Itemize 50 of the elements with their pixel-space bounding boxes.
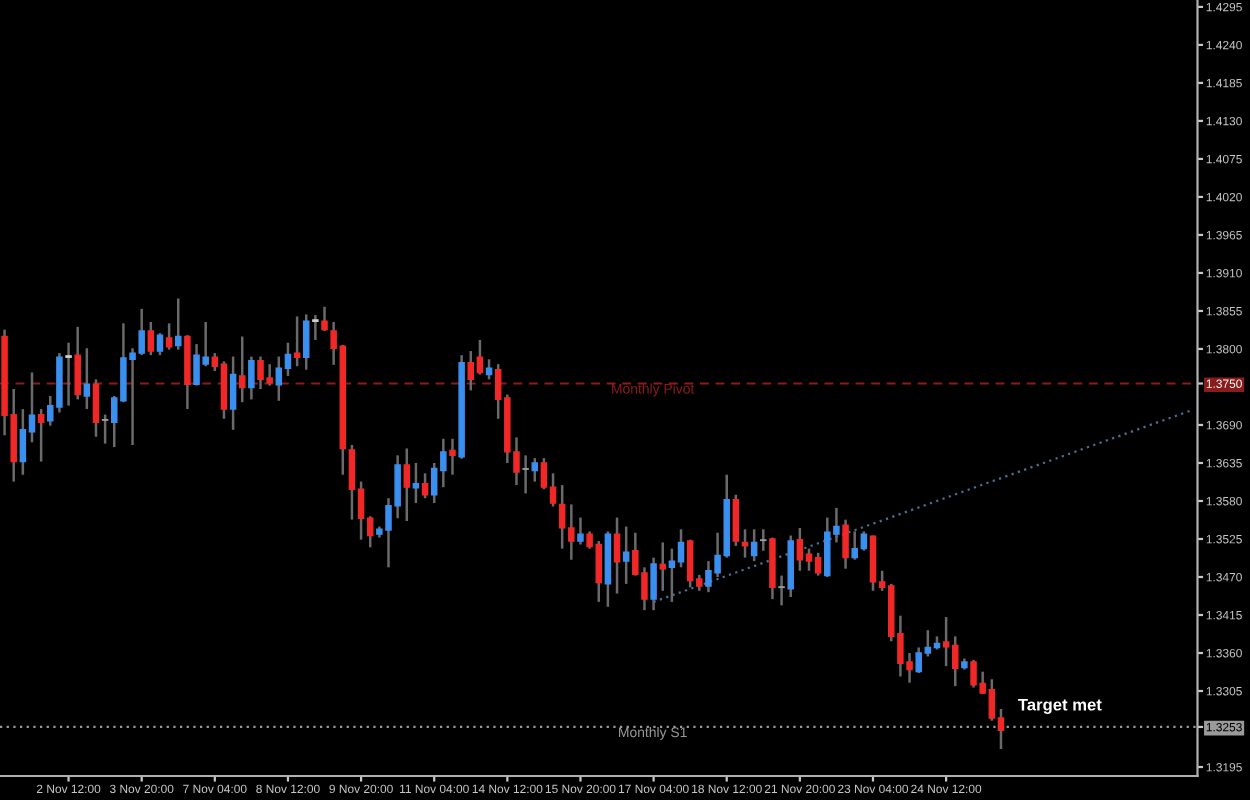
candlestick (577, 516, 584, 546)
candlestick (184, 333, 191, 411)
candlestick (842, 518, 849, 570)
candlestick (522, 454, 529, 495)
candlestick (65, 341, 72, 407)
candlestick (293, 315, 301, 368)
candlestick (668, 547, 676, 604)
candlestick (467, 349, 475, 392)
candlestick (814, 551, 822, 577)
candlestick (412, 461, 420, 505)
annotation: Target met (1018, 698, 1102, 714)
candlestick (147, 320, 155, 357)
candlestick (869, 534, 877, 593)
candlestick (677, 528, 685, 569)
candlestick (778, 574, 785, 607)
candlestick (650, 556, 657, 612)
candlestick (531, 456, 539, 483)
candlestick (74, 325, 81, 401)
candlestick (312, 313, 319, 342)
candlestick (622, 525, 630, 586)
candlestick (275, 355, 283, 403)
candlestick (37, 407, 45, 463)
candlestick (403, 447, 411, 523)
candlestick (659, 541, 666, 593)
candlestick (92, 378, 100, 438)
candlestick (796, 526, 804, 573)
candlestick (83, 347, 91, 411)
candlestick (101, 413, 109, 445)
candlestick (321, 305, 328, 333)
candlestick (220, 360, 228, 420)
candlestick (348, 443, 356, 521)
candlestick (302, 313, 310, 371)
candlestick (760, 528, 767, 552)
candlestick (732, 493, 740, 548)
candlestick (787, 534, 794, 599)
candlestick (165, 322, 173, 351)
candlestick (238, 335, 246, 404)
candlestick (156, 331, 164, 357)
candlestick (19, 407, 27, 476)
candlestick (805, 547, 813, 573)
candlestick (750, 528, 758, 563)
candlestick (613, 516, 621, 595)
candlestick (449, 437, 456, 476)
candlestick (229, 355, 237, 432)
candlestick (741, 528, 749, 559)
candlestick (174, 297, 182, 351)
candlestick (476, 338, 484, 376)
candlestick (248, 355, 255, 401)
candlestick (421, 472, 429, 500)
candlestick (284, 341, 292, 378)
